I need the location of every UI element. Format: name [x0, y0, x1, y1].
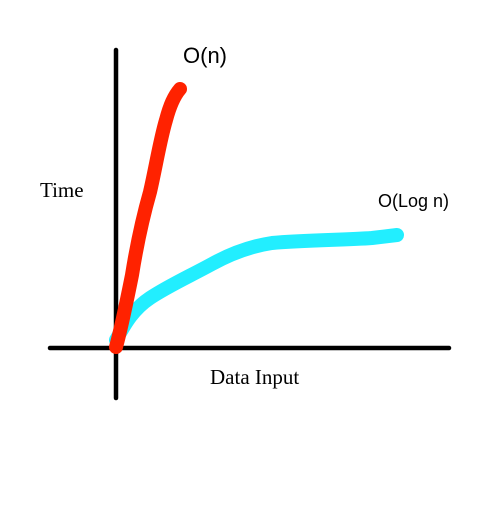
log-curve	[109, 228, 404, 347]
linear-curve-label: O(n)	[183, 43, 227, 68]
y-axis-label: Time	[40, 178, 84, 202]
x-axis-label: Data Input	[210, 365, 300, 389]
log-curve-label: O(Log n)	[378, 191, 450, 211]
linear-curve	[109, 82, 187, 354]
